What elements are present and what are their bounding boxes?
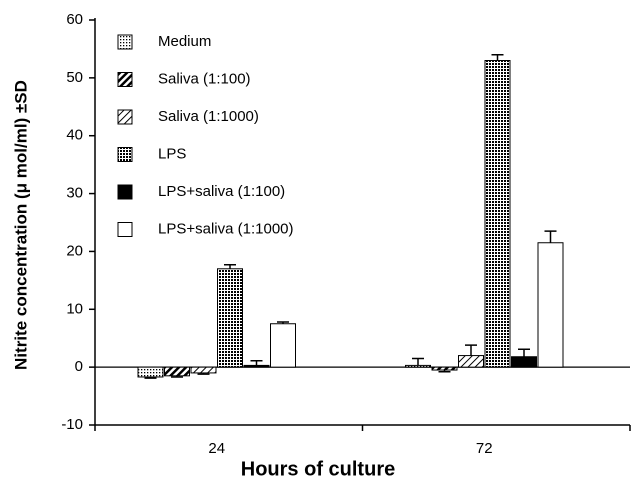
y-tick-label: 10 [66, 300, 83, 317]
legend-swatch [117, 184, 133, 200]
error-bar [250, 360, 263, 366]
error-bar [224, 263, 236, 269]
error-bar [197, 372, 210, 375]
error-bar [491, 53, 504, 61]
bar [190, 366, 217, 374]
legend-label: Saliva (1:1000) [158, 108, 259, 125]
bar [431, 366, 458, 371]
bar [537, 242, 564, 368]
legend-swatch [117, 109, 133, 125]
error-bar [412, 357, 424, 366]
y-axis-label: Nitrite concentration (μ mol/ml) ±SD [11, 80, 30, 370]
y-tick-label: 60 [66, 11, 83, 28]
error-bar [171, 375, 183, 378]
bar [458, 355, 484, 368]
bar [484, 60, 511, 368]
y-tick-label: 0 [75, 358, 83, 375]
bar [511, 356, 537, 368]
legend-label: Saliva (1:100) [158, 70, 251, 87]
legend-label: LPS+saliva (1:1000) [158, 220, 294, 237]
bar [137, 366, 164, 378]
error-bar [544, 230, 557, 243]
error-bar [277, 321, 289, 324]
error-bar [438, 370, 451, 373]
bar [164, 366, 190, 377]
bar [217, 268, 243, 368]
bar [270, 323, 296, 368]
y-tick-label: 40 [66, 127, 83, 144]
error-bar [144, 376, 157, 379]
x-tick-label: 72 [476, 440, 493, 457]
error-bar [465, 344, 477, 356]
y-tick-label: 30 [66, 185, 83, 202]
bar [405, 364, 431, 368]
y-tick-label: 50 [66, 69, 83, 86]
legend-swatch [117, 34, 133, 50]
error-bar [518, 348, 530, 357]
legend-swatch [117, 147, 133, 162]
legend-label: Medium [158, 33, 211, 50]
y-tick-label: -10 [61, 416, 83, 433]
legend-label: LPS+saliva (1:100) [158, 183, 285, 200]
x-tick-label: 24 [208, 440, 225, 457]
y-tick-label: 20 [66, 242, 83, 259]
legend-swatch [117, 72, 133, 87]
x-axis-label: Hours of culture [241, 458, 395, 480]
legend-label: LPS [158, 145, 186, 162]
legend-swatch [117, 222, 133, 237]
bar [243, 364, 270, 368]
